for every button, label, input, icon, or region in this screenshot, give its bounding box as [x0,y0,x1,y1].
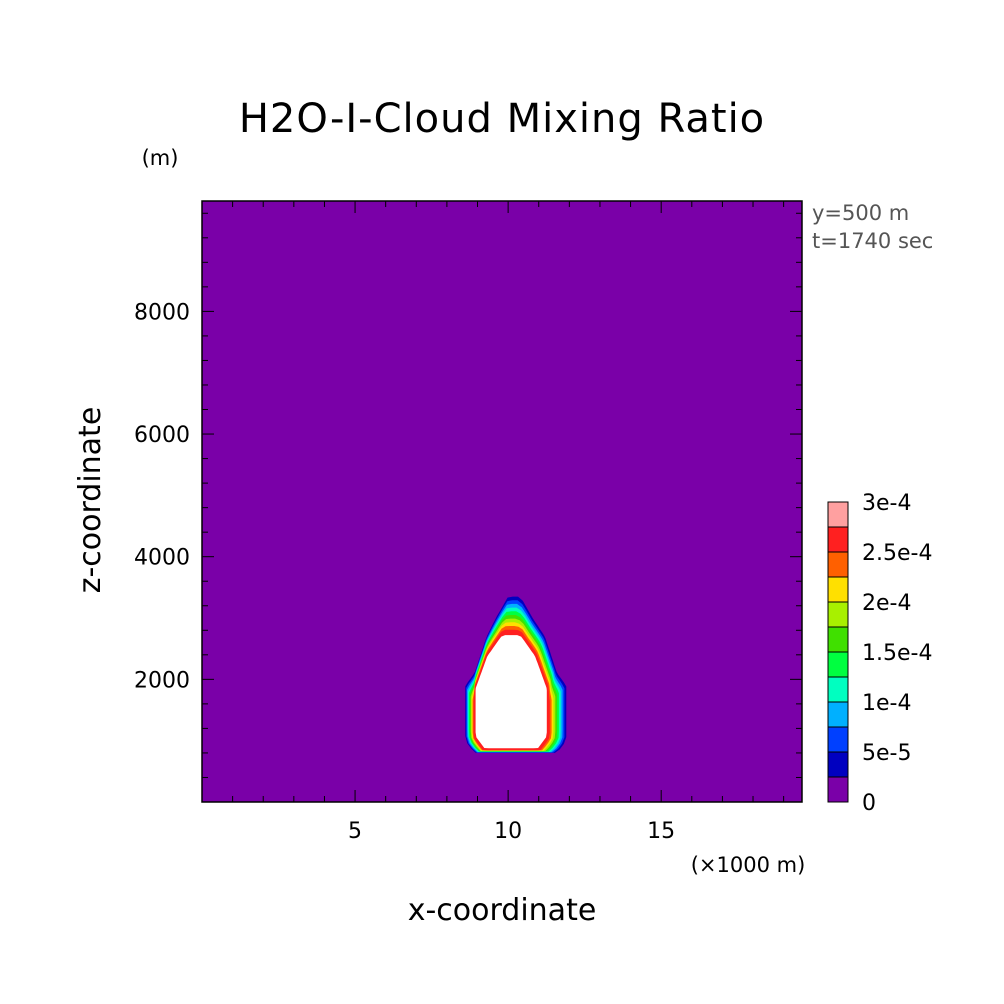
colorbar-swatch [827,651,849,678]
colorbar-label: 2e-4 [862,591,911,616]
y-tick-label: 4000 [134,546,190,571]
colorbar-swatch [827,551,849,578]
x-tick-label: 10 [494,819,522,844]
plot-area [201,200,803,803]
colorbar-label: 2.5e-4 [862,541,932,566]
annotation-y: y=500 m [812,201,909,225]
colorbar: 0 5e-5 1e-4 1.5e-4 2e-4 2.5e-4 3e-4 [827,491,932,816]
x-tick-label: 15 [647,819,675,844]
colorbar-swatch [827,701,849,728]
x-axis-label: x-coordinate [408,893,597,928]
cloud-core [475,635,547,749]
axis-ticks: 5 10 15 2000 4000 6000 8000 [134,201,802,844]
colorbar-swatch [827,676,849,703]
colorbar-swatch [827,776,849,803]
y-tick-label: 6000 [134,423,190,448]
plot-frame [201,200,803,803]
colorbar-label: 5e-5 [862,741,911,766]
y-tick-label: 2000 [134,668,190,693]
colorbar-label: 0 [862,791,876,816]
colorbar-swatch [827,526,849,553]
chart-title: H2O-I-Cloud Mixing Ratio [239,96,765,142]
x-unit-label: (×1000 m) [691,853,806,877]
x-tick-label: 5 [348,819,362,844]
colorbar-swatch [827,751,849,778]
colorbar-swatch [827,626,849,653]
y-axis-label: z-coordinate [73,407,108,594]
y-unit-label: (m) [142,146,179,170]
colorbar-label: 1e-4 [862,691,911,716]
y-tick-label: 8000 [134,300,190,325]
colorbar-swatch [827,576,849,603]
colorbar-label: 3e-4 [862,491,911,516]
annotation-t: t=1740 sec [812,229,933,253]
colorbar-label: 1.5e-4 [862,641,932,666]
colorbar-swatch [827,601,849,628]
colorbar-swatch [827,726,849,753]
colorbar-swatch [827,501,849,528]
